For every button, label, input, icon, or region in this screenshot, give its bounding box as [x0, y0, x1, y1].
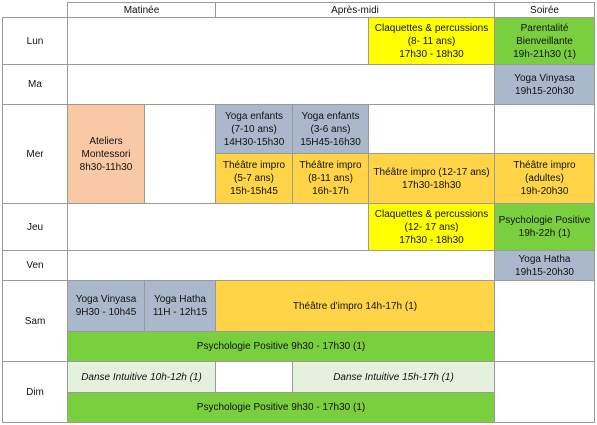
day-jeu: Jeu — [2, 203, 68, 251]
header-apres-midi: Après-midi — [215, 2, 495, 18]
mer-empty-afternoon — [368, 104, 495, 154]
event-line: Montessori — [81, 148, 131, 160]
event-ma-yoga: Yoga Vinyasa 19h15-20h30 — [494, 64, 595, 105]
event-line: 14H30-15h30 — [223, 136, 285, 148]
event-sam-theatre: Théâtre d'impro 14h-17h (1) — [215, 280, 495, 332]
day-lun-label: Lun — [26, 35, 44, 47]
event-dim-psychologie: Psychologie Positive 9h30 - 17h30 (1) — [67, 392, 495, 423]
day-jeu-label: Jeu — [26, 221, 44, 233]
lun-empty — [67, 17, 369, 65]
event-jeu-psychologie: Psychologie Positive 19h-22h (1) — [494, 203, 595, 251]
event-mer-theatre-8: Théâtre impro (8-11 ans) 16h-17h — [292, 153, 369, 204]
dim-empty-midday — [215, 361, 293, 393]
event-line: Claquettes & percussions — [374, 22, 489, 34]
ven-empty — [67, 250, 495, 281]
event-line: Yoga Hatha — [154, 294, 206, 305]
event-line: 17h30-18h30 — [402, 179, 461, 191]
event-line: 19h-20h30 — [520, 186, 569, 197]
event-mer-yoga-enfants-7: Yoga enfants (7-10 ans) 14H30-15h30 — [215, 104, 293, 154]
day-dim-label: Dim — [26, 386, 44, 398]
event-line: 8h30-11h30 — [79, 161, 133, 173]
event-line: Théâtre impro — [222, 160, 286, 171]
event-line: Bienveillante — [516, 35, 573, 47]
mer-empty-evening — [494, 104, 595, 154]
dim-empty-evening — [494, 361, 595, 423]
event-line: 11H - 12h15 — [152, 307, 208, 318]
event-line: Yoga enfants — [301, 110, 360, 122]
event-line: 9H30 - 10h45 — [75, 307, 137, 318]
day-ven: Ven — [2, 250, 68, 281]
event-line: 16h-17h — [312, 186, 349, 197]
event-line: (8- 11 ans) — [407, 35, 456, 47]
event-line: 19h-22h (1) — [518, 228, 571, 239]
event-dim-danse-aprem: Danse Intuitive 15h-17h (1) — [292, 361, 495, 393]
event-line: (3-6 ans) — [310, 123, 351, 135]
event-line: Théâtre impro — [513, 160, 576, 171]
event-line: Yoga Hatha — [518, 253, 571, 265]
mer-empty-morning — [144, 104, 216, 204]
day-dim: Dim — [2, 361, 68, 423]
event-mer-theatre-12: Théâtre impro (12-17 ans) 17h30-18h30 — [368, 153, 495, 204]
event-lun-parentalite: Parentalité Bienveillante 19h-21h30 (1) — [494, 17, 595, 65]
event-line: Parentalité — [520, 22, 569, 34]
event-line: 19h15-20h30 — [515, 85, 574, 97]
event-mer-theatre-adultes: Théâtre impro (adultes) 19h-20h30 — [494, 153, 595, 204]
event-line: (8-11 ans) — [308, 173, 353, 184]
event-line: Théâtre d'impro 14h-17h (1) — [292, 300, 418, 312]
event-line: Théâtre impro — [299, 160, 362, 171]
event-line: 15h-15h45 — [230, 186, 278, 197]
event-line: Psychologie Positive — [498, 215, 591, 226]
event-line: (5-7 ans) — [233, 173, 274, 184]
day-sam-label: Sam — [24, 315, 46, 327]
event-line: Yoga Vinyasa — [75, 294, 137, 305]
event-mer-yoga-enfants-3: Yoga enfants (3-6 ans) 15H45-16h30 — [292, 104, 369, 154]
sam-empty-evening — [494, 280, 595, 362]
event-lun-claquettes: Claquettes & percussions (8- 11 ans) 17h30… — [368, 17, 495, 65]
event-line: 17h30 - 18h30 — [399, 234, 464, 246]
day-ven-label: Ven — [26, 260, 44, 271]
event-line: Ateliers — [89, 135, 123, 147]
day-ma: Ma — [2, 64, 68, 105]
event-line: 19h15-20h30 — [515, 266, 574, 278]
event-line: Psychologie Positive 9h30 - 17h30 (1) — [196, 341, 366, 352]
header-apres-midi-label: Après-midi — [331, 4, 379, 16]
day-lun: Lun — [2, 17, 68, 65]
event-line: Danse Intuitive 10h-12h (1) — [81, 371, 202, 383]
day-ma-label: Ma — [28, 79, 42, 90]
event-line: 15H45-16h30 — [300, 136, 361, 148]
event-line: 19h-21h30 (1) — [513, 48, 576, 60]
event-ven-yoga: Yoga Hatha 19h15-20h30 — [494, 250, 595, 281]
day-sam: Sam — [2, 280, 68, 362]
event-line: (7-10 ans) — [231, 123, 277, 135]
day-mer-label: Mer — [26, 148, 44, 160]
event-line: (12- 17 ans) — [404, 221, 459, 233]
event-dim-danse-matin: Danse Intuitive 10h-12h (1) — [67, 361, 216, 393]
event-line: (adultes) — [525, 173, 564, 184]
event-sam-yoga-hatha: Yoga Hatha 11H - 12h15 — [144, 280, 216, 332]
header-matinee: Matinée — [67, 2, 216, 18]
header-matinee-label: Matinée — [123, 4, 160, 16]
event-line: Claquettes & percussions — [374, 208, 489, 220]
ma-empty — [67, 64, 495, 105]
header-soiree: Soirée — [494, 2, 595, 18]
event-line: Théâtre impro (12-17 ans) — [373, 166, 490, 178]
event-jeu-claquettes: Claquettes & percussions (12- 17 ans) 17h3… — [368, 203, 495, 251]
event-line: Yoga enfants — [224, 110, 284, 122]
event-line: Yoga Vinyasa — [514, 72, 575, 84]
day-mer: Mer — [2, 104, 68, 204]
header-soiree-label: Soirée — [530, 4, 559, 16]
event-line: Danse Intuitive 15h-17h (1) — [333, 371, 454, 383]
event-mer-theatre-5: Théâtre impro (5-7 ans) 15h-15h45 — [215, 153, 293, 204]
event-sam-psychologie: Psychologie Positive 9h30 - 17h30 (1) — [67, 331, 495, 362]
jeu-empty — [67, 203, 369, 251]
event-line: 17h30 - 18h30 — [399, 48, 464, 60]
event-sam-yoga-vinyasa: Yoga Vinyasa 9H30 - 10h45 — [67, 280, 145, 332]
event-line: Psychologie Positive 9h30 - 17h30 (1) — [196, 402, 366, 413]
event-mer-montessori: Ateliers Montessori 8h30-11h30 — [67, 104, 145, 204]
